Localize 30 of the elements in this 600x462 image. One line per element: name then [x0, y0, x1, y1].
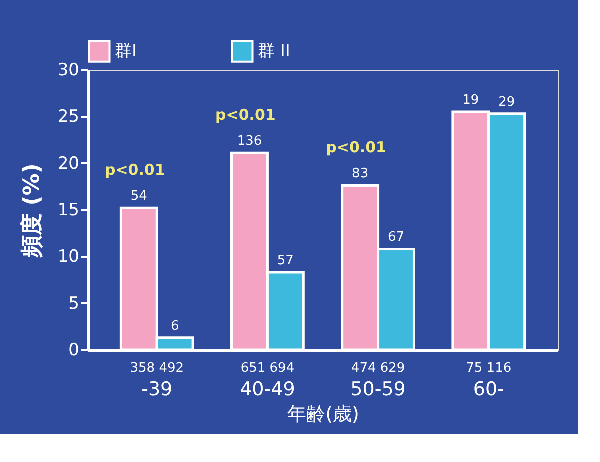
- annotation: 57: [277, 254, 294, 269]
- x-tick-label: -39: [142, 378, 173, 400]
- annotation: p<0.01: [104, 161, 166, 180]
- x-tick-label: 60-: [473, 378, 504, 400]
- text: 358 492: [130, 361, 184, 376]
- y-tick-label: 10: [58, 247, 80, 268]
- annotation: 136: [237, 134, 262, 150]
- y-tick-label: 5: [68, 294, 80, 314]
- text: 651 694: [240, 361, 295, 376]
- x-axis-title: 年齢(歳): [288, 404, 360, 426]
- text: 75 116: [466, 361, 512, 376]
- annotation: p<0.01: [216, 106, 276, 124]
- annotation: 29: [498, 94, 516, 110]
- y-axis-title: 頻度 (%): [18, 164, 45, 258]
- legend-label: 群 II: [258, 42, 290, 62]
- annotation: 67: [388, 230, 405, 246]
- y-tick-label: 0: [68, 340, 80, 360]
- annotation: 19: [462, 93, 480, 108]
- annotation: p<0.01: [326, 138, 386, 157]
- legend-label: 群I: [115, 42, 138, 62]
- y-tick-label: 25: [58, 107, 80, 128]
- x-tick-label: 50-59: [350, 378, 406, 400]
- annotation: 6: [170, 318, 180, 334]
- annotation: 54: [130, 189, 148, 204]
- x-tick-label: 40-49: [240, 378, 296, 400]
- y-tick-label: 15: [58, 200, 80, 220]
- y-tick-label: 20: [58, 154, 80, 174]
- y-tick-label: 30: [58, 60, 80, 80]
- text: 474 629: [351, 361, 406, 376]
- annotation: 83: [352, 166, 369, 182]
